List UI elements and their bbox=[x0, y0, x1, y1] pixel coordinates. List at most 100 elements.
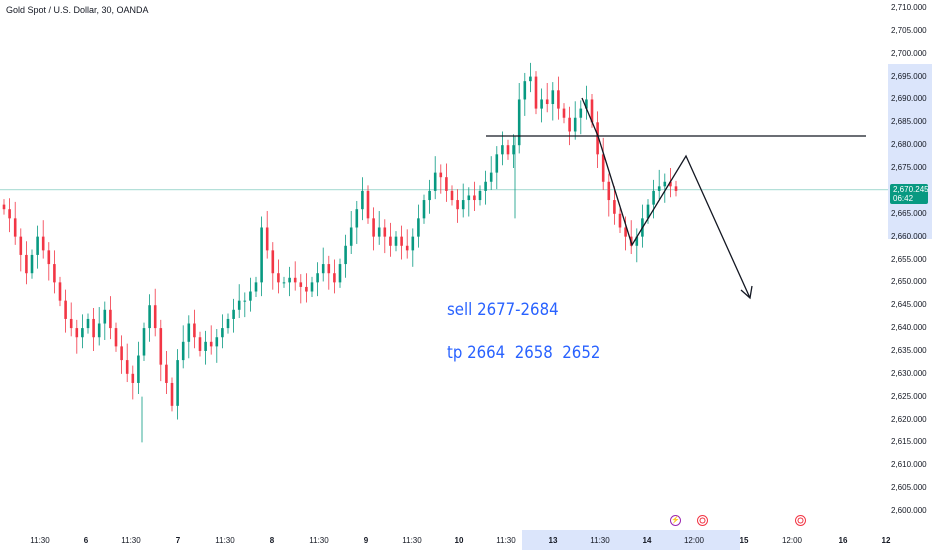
candle-body bbox=[41, 236, 45, 251]
price-tick-label: 2,705.000 bbox=[891, 25, 927, 35]
candle-body bbox=[198, 337, 202, 351]
candle-body bbox=[383, 227, 387, 237]
candle-body bbox=[456, 200, 459, 210]
candle-body bbox=[372, 218, 375, 237]
price-tick-label: 2,700.000 bbox=[891, 48, 927, 58]
candle-body bbox=[47, 250, 51, 265]
candle-body bbox=[394, 236, 398, 246]
time-tick-label: 7 bbox=[175, 536, 181, 545]
candle-body bbox=[187, 323, 191, 342]
candle-body bbox=[215, 337, 219, 347]
candle-body bbox=[506, 145, 510, 155]
candle-body bbox=[92, 318, 95, 338]
price-tick-label: 2,675.000 bbox=[891, 163, 927, 173]
bar-countdown: 06:42 bbox=[893, 194, 914, 203]
candle-body bbox=[137, 355, 140, 383]
us-flag-icon[interactable] bbox=[697, 515, 708, 526]
tp-annotation[interactable]: tp 2664 2658 2652 bbox=[447, 343, 601, 363]
candle-body bbox=[445, 177, 448, 191]
candle-body bbox=[657, 186, 661, 191]
candle-body bbox=[293, 277, 297, 283]
price-tick-label: 2,665.000 bbox=[891, 208, 927, 218]
candle-body bbox=[551, 90, 555, 105]
candle-body bbox=[635, 236, 639, 246]
candle-body bbox=[361, 190, 364, 210]
time-tick-label: 14 bbox=[642, 536, 652, 545]
candle-body bbox=[19, 236, 23, 255]
time-tick-label: 15 bbox=[739, 536, 749, 545]
candle-body bbox=[540, 99, 543, 109]
price-range-highlight bbox=[888, 64, 932, 239]
candle-body bbox=[495, 154, 499, 173]
price-tick-label: 2,690.000 bbox=[891, 94, 927, 104]
candle-body bbox=[411, 236, 415, 251]
candle-body bbox=[64, 300, 67, 319]
candle-body bbox=[125, 360, 129, 374]
price-tick-label: 2,645.000 bbox=[891, 300, 927, 310]
candle-body bbox=[557, 90, 560, 109]
time-tick-label: 9 bbox=[363, 536, 369, 545]
candle-body bbox=[579, 108, 583, 118]
candle-body bbox=[355, 209, 359, 228]
candle-body bbox=[517, 99, 521, 146]
time-tick-label: 10 bbox=[454, 536, 464, 545]
candle-body bbox=[366, 190, 370, 219]
time-tick-label: 11:30 bbox=[590, 536, 610, 545]
candle-body bbox=[377, 227, 381, 237]
drawings[interactable] bbox=[486, 97, 866, 300]
candle-body bbox=[389, 236, 392, 246]
candle-body bbox=[305, 286, 308, 292]
candles bbox=[2, 62, 678, 443]
candle-body bbox=[2, 204, 6, 210]
candle-body bbox=[344, 245, 347, 265]
time-tick-label: 16 bbox=[838, 536, 848, 545]
candle-body bbox=[333, 273, 336, 283]
candle-body bbox=[69, 318, 73, 329]
session-highlight bbox=[522, 530, 740, 550]
current-price-value: 2,670.245 bbox=[893, 185, 929, 194]
time-tick-label: 8 bbox=[269, 536, 275, 545]
candle-body bbox=[428, 190, 431, 201]
candle-body bbox=[596, 122, 599, 155]
price-tick-label: 2,630.000 bbox=[891, 368, 927, 378]
price-tick-label: 2,650.000 bbox=[891, 277, 927, 287]
time-tick-label: 12:00 bbox=[781, 536, 803, 545]
price-tick-label: 2,660.000 bbox=[891, 231, 927, 241]
candle-body bbox=[607, 181, 611, 201]
candle-body bbox=[193, 323, 196, 338]
symbol-title: Gold Spot / U.S. Dollar, 30, OANDA bbox=[6, 5, 149, 15]
time-tick-label: 12 bbox=[881, 536, 891, 545]
candle-body bbox=[601, 154, 605, 182]
candle-body bbox=[338, 264, 342, 283]
candle-body bbox=[562, 108, 566, 118]
candle-body bbox=[13, 218, 17, 237]
price-tick-label: 2,615.000 bbox=[891, 437, 927, 447]
price-tick-label: 2,695.000 bbox=[891, 71, 927, 81]
candle-body bbox=[484, 181, 487, 191]
candle-body bbox=[439, 172, 443, 178]
candle-body bbox=[585, 99, 588, 109]
price-tick-label: 2,635.000 bbox=[891, 345, 927, 355]
candle-body bbox=[53, 264, 56, 283]
candle-body bbox=[613, 200, 616, 214]
sell-annotation[interactable]: sell 2677-2684 bbox=[447, 300, 559, 320]
lightning-icon[interactable]: ⚡ bbox=[670, 515, 681, 526]
candle-body bbox=[288, 277, 291, 283]
candle-body bbox=[512, 145, 515, 155]
time-tick-label: 11:30 bbox=[121, 536, 141, 545]
candle-body bbox=[417, 218, 420, 237]
candle-body bbox=[646, 204, 650, 219]
us-flag-icon[interactable] bbox=[795, 515, 806, 526]
candle-body bbox=[260, 227, 263, 283]
candle-body bbox=[310, 282, 314, 292]
candle-body bbox=[674, 186, 678, 191]
candle-body bbox=[36, 236, 39, 255]
candle-body bbox=[265, 227, 269, 251]
price-tick-label: 2,600.000 bbox=[891, 506, 927, 515]
candle-body bbox=[254, 282, 258, 292]
forecast-path bbox=[581, 97, 751, 299]
candle-body bbox=[75, 328, 79, 338]
candle-body bbox=[30, 254, 34, 274]
